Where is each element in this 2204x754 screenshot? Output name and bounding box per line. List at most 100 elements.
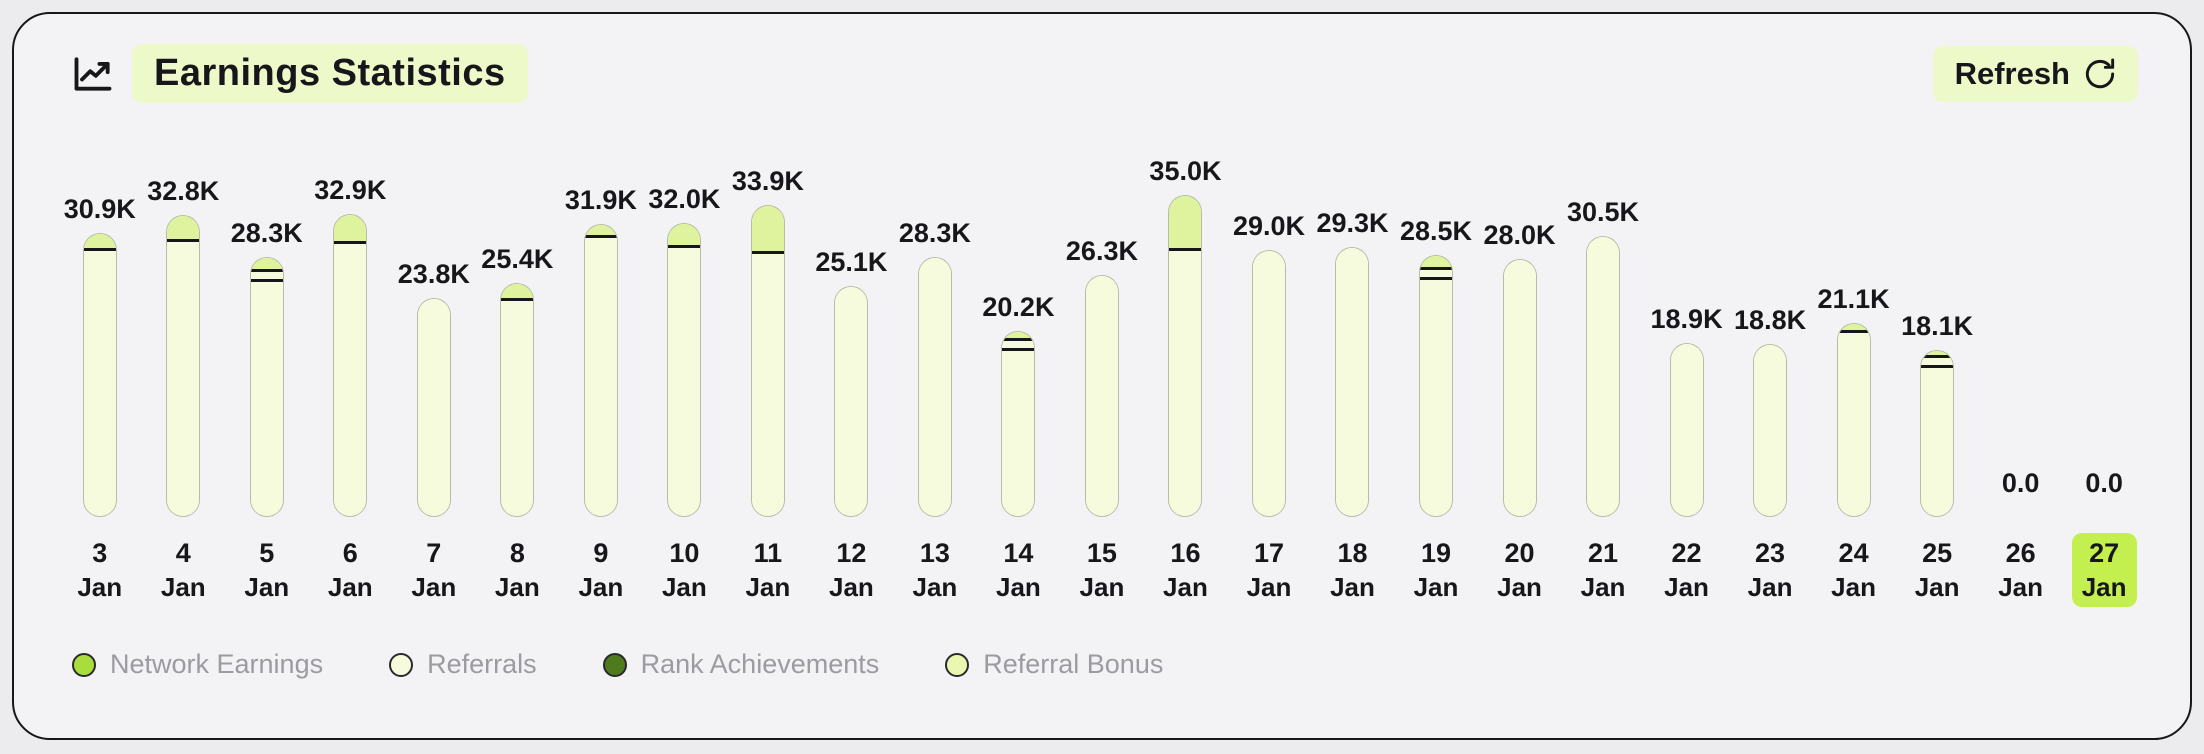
bar-value-label: 25.4K: [481, 243, 554, 274]
stacked-bar[interactable]: [1669, 342, 1704, 517]
bar-column: 32.9K 6 Jan: [309, 125, 393, 607]
stacked-bar[interactable]: [917, 256, 952, 517]
referrals-segment: [1837, 332, 1870, 516]
date-month: Jan: [1747, 571, 1793, 602]
date-label: 20 Jan: [1487, 533, 1552, 607]
referral-bonus-segment: [334, 214, 367, 244]
bar-value-label: 26.3K: [1065, 235, 1138, 266]
stacked-bar[interactable]: [1251, 249, 1286, 517]
date-month: Jan: [1914, 571, 1960, 602]
date-day: 21: [1588, 537, 1619, 568]
bar-value-label: 31.9K: [564, 184, 637, 215]
bar-value-label: 32.9K: [314, 174, 387, 205]
bar-value-label: 29.0K: [1232, 210, 1305, 241]
stacked-bar[interactable]: [1335, 246, 1370, 517]
stacked-bar[interactable]: [1586, 235, 1621, 517]
stacked-bar[interactable]: [500, 282, 535, 517]
bar-value-label: 28.3K: [230, 217, 303, 248]
referrals-segment: [1002, 350, 1035, 516]
bar-column: 26.3K 15 Jan: [1060, 125, 1144, 607]
bar-column: 33.9K 11 Jan: [726, 125, 810, 607]
bar-value-label: 30.5K: [1567, 196, 1640, 227]
stacked-bar[interactable]: [249, 256, 284, 517]
referral-bonus-segment: [1921, 350, 1954, 358]
date-day: 10: [669, 537, 700, 568]
referral-bonus-segment: [1169, 195, 1202, 251]
bar-column: 28.5K 19 Jan: [1394, 125, 1478, 607]
referrals-segment: [584, 237, 617, 516]
bar-column: 21.1K 24 Jan: [1812, 125, 1896, 607]
date-month: Jan: [327, 571, 373, 602]
rank-achievements-segment: [250, 278, 283, 282]
earnings-bar-chart: 30.9K 3 Jan 32.8K 4 Jan 28.3K 5 Jan 32.9K 6 Jan 23.8…: [14, 125, 2190, 607]
date-month: Jan: [912, 571, 958, 602]
stacked-bar[interactable]: [1836, 322, 1871, 517]
stacked-bar[interactable]: [1920, 349, 1955, 517]
date-month: Jan: [1497, 571, 1542, 602]
date-month: Jan: [1246, 571, 1292, 602]
refresh-button[interactable]: Refresh: [1932, 45, 2138, 102]
stacked-bar[interactable]: [1502, 258, 1537, 517]
stacked-bar[interactable]: [1084, 274, 1119, 517]
segment-gap: [1921, 357, 1954, 365]
stacked-bar[interactable]: [82, 232, 117, 517]
stacked-bar[interactable]: [416, 297, 451, 517]
date-day: 6: [342, 537, 358, 568]
bar-value-label: 29.3K: [1316, 207, 1389, 238]
bar-value-label: 35.0K: [1149, 155, 1222, 186]
stacked-bar[interactable]: [583, 223, 618, 517]
date-label: 6 Jan: [318, 533, 383, 607]
bar-column: 31.9K 9 Jan: [559, 125, 643, 607]
stacked-bar[interactable]: [834, 285, 869, 517]
referrals-segment: [250, 281, 283, 516]
legend-item[interactable]: Referral Bonus: [945, 649, 1163, 680]
legend-color-dot: [72, 652, 96, 677]
referral-bonus-segment: [751, 205, 784, 254]
date-label: 5 Jan: [234, 533, 299, 607]
stacked-bar[interactable]: [333, 213, 368, 517]
date-label: 21 Jan: [1571, 533, 1636, 607]
legend-label: Rank Achievements: [640, 649, 880, 679]
bar-column: 28.3K 5 Jan: [225, 125, 309, 607]
referrals-segment: [751, 253, 784, 516]
stacked-bar[interactable]: [1001, 330, 1036, 517]
legend-color-dot: [945, 652, 970, 677]
stacked-bar[interactable]: [166, 214, 201, 517]
referrals-segment: [918, 257, 951, 516]
date-label: 24 Jan: [1821, 533, 1886, 607]
date-label: 13 Jan: [903, 533, 968, 607]
legend-item[interactable]: Network Earnings: [72, 649, 323, 680]
stacked-bar[interactable]: [667, 222, 702, 517]
referral-bonus-segment: [1002, 331, 1035, 341]
bar-column: 25.1K 12 Jan: [810, 125, 894, 607]
bar-column: 0.0 27 Jan: [2062, 125, 2146, 607]
date-label: 11 Jan: [735, 533, 800, 607]
referrals-segment: [1085, 275, 1118, 516]
date-day: 19: [1420, 537, 1452, 568]
stacked-bar[interactable]: [1419, 254, 1453, 517]
referral-bonus-segment: [1837, 323, 1870, 333]
date-label: 14 Jan: [986, 533, 1051, 607]
stacked-bar[interactable]: [1168, 194, 1203, 517]
referrals-segment: [1670, 343, 1703, 516]
referrals-segment: [1754, 344, 1787, 516]
referral-bonus-segment: [668, 223, 701, 248]
stacked-bar[interactable]: [1753, 343, 1788, 517]
referrals-segment: [417, 298, 450, 516]
date-day: 8: [509, 537, 525, 568]
legend-item[interactable]: Referrals: [389, 649, 537, 680]
earnings-statistics-card: Earnings Statistics Refresh 30.9K 3 Jan 32.…: [12, 12, 2192, 740]
legend-label: Referral Bonus: [983, 649, 1164, 679]
stacked-bar[interactable]: [750, 204, 785, 517]
date-day: 22: [1671, 537, 1702, 568]
date-label: 8 Jan: [485, 533, 550, 607]
date-day: 11: [753, 537, 783, 568]
date-label: 3 Jan: [67, 533, 132, 607]
bar-value-label: 28.3K: [898, 217, 971, 248]
legend-item[interactable]: Rank Achievements: [602, 649, 880, 680]
referrals-segment: [1587, 236, 1620, 516]
date-label: 25 Jan: [1905, 533, 1970, 607]
bar-value-label: 28.0K: [1483, 219, 1556, 250]
date-day: 17: [1253, 537, 1284, 568]
referrals-segment: [83, 250, 116, 516]
